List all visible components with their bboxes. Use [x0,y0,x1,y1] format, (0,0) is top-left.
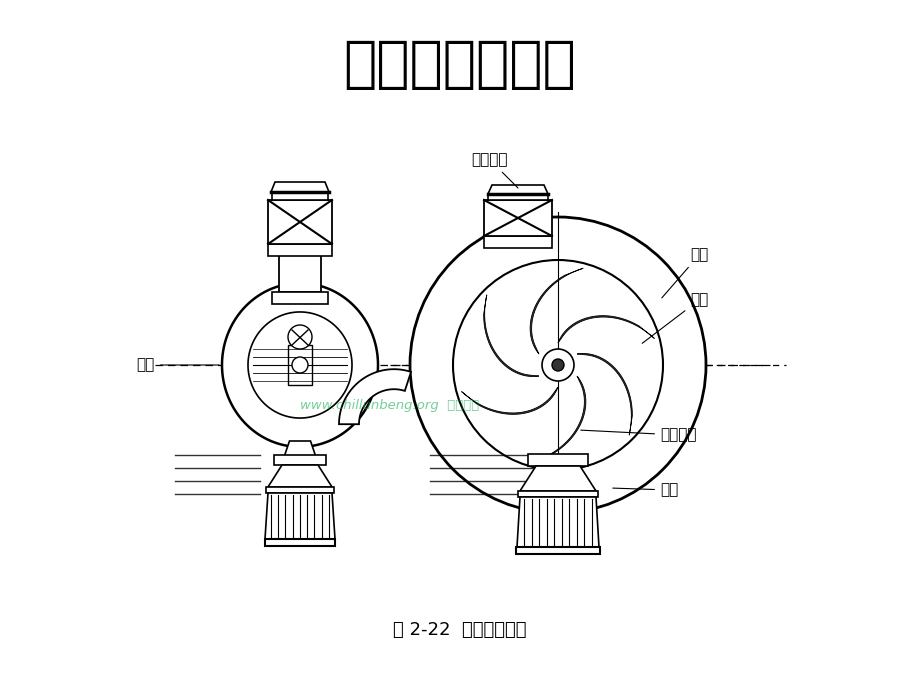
Polygon shape [266,487,334,493]
Polygon shape [516,547,599,554]
Polygon shape [483,295,539,377]
Polygon shape [248,312,352,418]
Polygon shape [576,353,631,435]
Polygon shape [221,283,378,447]
Polygon shape [282,441,318,463]
Circle shape [291,357,308,373]
Circle shape [288,325,312,349]
Polygon shape [267,200,332,244]
Polygon shape [538,460,577,538]
Polygon shape [483,236,551,248]
Text: www.chillunbeng.org  汽轮泵网: www.chillunbeng.org 汽轮泵网 [300,399,479,411]
Text: 叶片: 叶片 [641,293,708,344]
Polygon shape [483,200,551,236]
Polygon shape [272,192,328,200]
Polygon shape [267,244,332,256]
Polygon shape [528,454,587,466]
Polygon shape [278,248,321,292]
Polygon shape [495,222,539,240]
Text: 底阀: 底阀 [612,482,677,497]
Text: 吸入导管: 吸入导管 [580,428,696,442]
Polygon shape [338,369,411,424]
Polygon shape [288,345,312,385]
Text: 图 2-22  离心泵的构造: 图 2-22 离心泵的构造 [392,621,527,639]
Polygon shape [487,224,548,236]
Polygon shape [487,185,548,194]
Polygon shape [516,497,598,547]
Text: 离心泵工作原理: 离心泵工作原理 [344,38,575,92]
Circle shape [410,217,705,513]
Circle shape [551,359,563,371]
Polygon shape [265,493,335,539]
Polygon shape [282,460,318,463]
Polygon shape [517,491,597,497]
Polygon shape [267,465,332,487]
Text: 泵壳: 泵壳 [661,248,708,298]
Text: 叶轮: 叶轮 [137,357,219,373]
Polygon shape [271,182,329,192]
Polygon shape [558,315,653,343]
Circle shape [541,349,573,381]
Circle shape [452,260,663,470]
Polygon shape [519,466,596,491]
Polygon shape [487,194,548,200]
Polygon shape [538,513,577,538]
Text: 压出导管: 压出导管 [471,152,517,188]
Polygon shape [272,292,328,304]
Polygon shape [274,455,325,465]
Polygon shape [532,376,585,462]
Polygon shape [265,539,335,546]
Polygon shape [461,387,558,415]
Polygon shape [529,268,583,354]
